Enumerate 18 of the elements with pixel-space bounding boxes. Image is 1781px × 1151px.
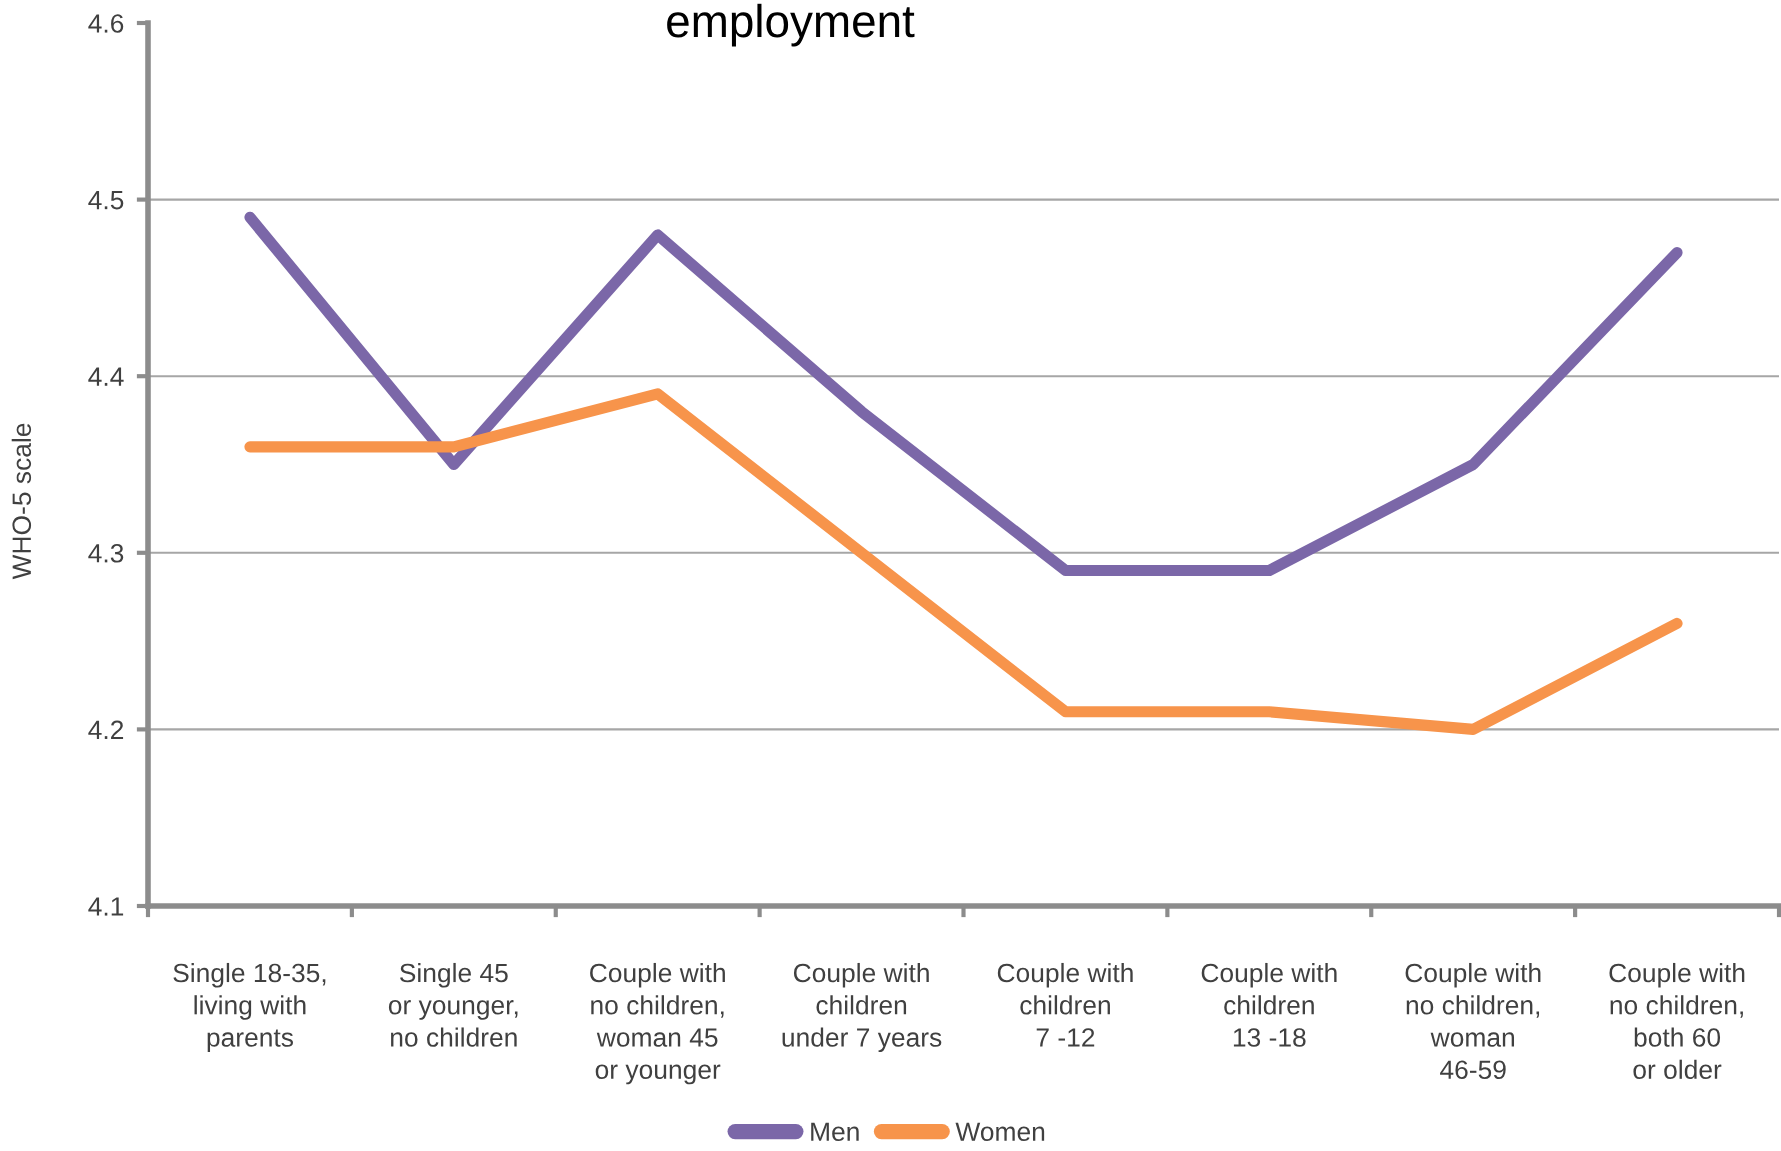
y-tick-label: 4.4	[88, 367, 124, 386]
y-tick-label: 4.1	[88, 897, 124, 916]
x-tick-label: Couple with no children, woman 45 or younger	[590, 962, 725, 1085]
x-tick-label: Couple with children 7 -12	[997, 962, 1133, 1047]
x-tick-label: Single 45 or younger, no children	[388, 962, 518, 1047]
y-tick-label: 4.5	[88, 191, 124, 210]
x-tick-label: Couple with children under 7 years	[782, 962, 942, 1053]
y-tick-label: 4.2	[88, 720, 124, 739]
x-tick-label: Single 18-35, living with parents	[173, 962, 326, 1053]
legend-label: Women	[955, 1122, 1045, 1142]
y-tick-label: 4.6	[88, 14, 124, 33]
chart-title: employment	[667, 3, 915, 47]
y-tick-label: 4.3	[88, 543, 124, 563]
x-tick-label: Couple with no children, both 60 or older	[1609, 962, 1745, 1080]
y-axis-title: WHO-5 scale	[11, 423, 32, 580]
x-tick-label: Couple with children 13 -18	[1201, 962, 1337, 1047]
legend-label: Men	[811, 1122, 859, 1142]
x-tick-label: Couple with no children, woman 46-59	[1405, 962, 1541, 1080]
